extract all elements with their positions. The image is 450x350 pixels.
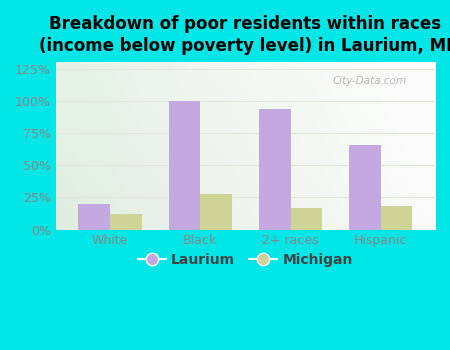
Bar — [110, 214, 141, 230]
Bar — [169, 101, 200, 230]
Bar — [78, 204, 110, 230]
Text: City-Data.com: City-Data.com — [333, 76, 407, 86]
Title: Breakdown of poor residents within races
(income below poverty level) in Laurium: Breakdown of poor residents within races… — [39, 15, 450, 55]
Bar — [259, 108, 291, 230]
Bar — [349, 145, 381, 230]
Bar — [200, 194, 232, 230]
Bar — [381, 206, 412, 230]
Legend: Laurium, Michigan: Laurium, Michigan — [132, 248, 358, 273]
Bar — [291, 208, 322, 230]
